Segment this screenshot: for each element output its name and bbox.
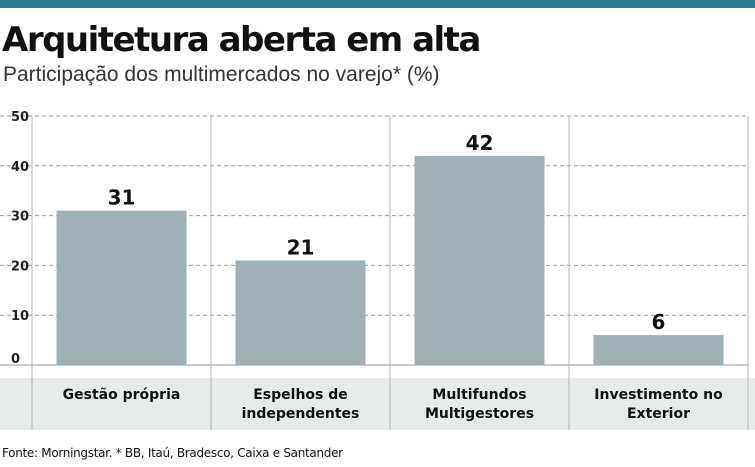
y-tick-label: 30: [11, 210, 29, 225]
top-accent-bar: [0, 0, 755, 8]
value-label: 6: [652, 310, 666, 334]
value-label: 21: [287, 235, 315, 259]
source-note: Fonte: Morningstar. * BB, Itaú, Bradesco…: [2, 446, 343, 460]
value-label: 31: [108, 186, 136, 210]
category-label: independentes: [242, 406, 360, 422]
bar: [56, 210, 187, 365]
category-label: Gestão própria: [63, 387, 181, 403]
category-label: Multifundos: [432, 387, 526, 403]
category-label: Exterior: [627, 406, 690, 422]
bar: [593, 335, 724, 365]
y-tick-label: 50: [11, 110, 29, 125]
y-tick-label: 0: [11, 352, 20, 367]
y-tick-label: 40: [11, 160, 29, 175]
y-tick-label: 10: [11, 309, 29, 324]
bar-chart: 0 10 20 30 40 50 31 Gestão própria 21 Espelhos de…: [0, 110, 755, 430]
category-label: Multigestores: [425, 406, 534, 422]
category-label: Investimento no: [594, 387, 723, 403]
value-label: 42: [466, 131, 494, 155]
y-tick-label: 20: [11, 259, 29, 274]
chart-subtitle: Participação dos multimercados no varejo…: [3, 63, 440, 86]
category-band: [0, 378, 755, 430]
category-label: Espelhos de: [253, 387, 348, 403]
bar: [235, 260, 366, 365]
bar: [414, 155, 545, 365]
chart-title: Arquitetura aberta em alta: [2, 20, 481, 60]
